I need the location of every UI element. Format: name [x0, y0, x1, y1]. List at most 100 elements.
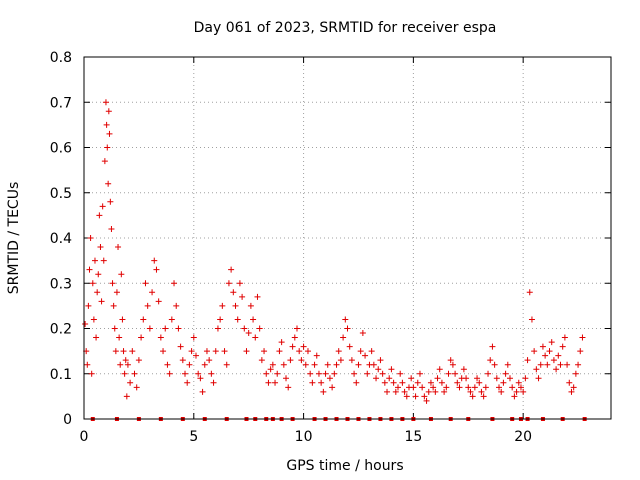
y-tick-label: 0.1: [50, 367, 72, 383]
data-point: [441, 388, 448, 395]
data-point: [129, 348, 136, 355]
data-point: [153, 266, 160, 273]
data-point: [108, 225, 115, 232]
data-point: [280, 361, 287, 368]
data-point: [346, 343, 353, 350]
data-point: [561, 334, 568, 341]
data-point: [535, 375, 542, 382]
data-point: [304, 348, 311, 355]
data-point: [502, 370, 509, 377]
data-point: [364, 370, 371, 377]
data-point: [116, 334, 123, 341]
data-point: [285, 384, 292, 391]
data-point: [577, 348, 584, 355]
data-point: [335, 348, 342, 355]
data-point: [87, 235, 94, 241]
data-point: [166, 370, 173, 377]
data-point: [384, 388, 391, 395]
data-point: [421, 393, 428, 400]
x-tick-labels: 0 5 10 15 20: [80, 429, 533, 445]
data-point: [436, 366, 443, 373]
data-point: [506, 375, 513, 382]
data-point: [223, 361, 230, 368]
data-point: [247, 302, 254, 309]
plot-frame: [83, 56, 612, 420]
data-point: [228, 266, 235, 273]
data-point: [355, 361, 362, 368]
data-point: [111, 325, 118, 332]
data-point: [95, 271, 102, 278]
data-point: [579, 334, 586, 341]
y-tick-label: 0.6: [50, 141, 72, 157]
data-point: [326, 375, 333, 382]
data-point: [491, 361, 498, 368]
data-point: [157, 334, 164, 341]
data-point: [140, 316, 147, 323]
data-point: [300, 343, 307, 350]
data-point: [85, 302, 92, 309]
chart-title: Day 061 of 2023, SRMTID for receiver esp…: [194, 20, 497, 36]
data-point: [113, 289, 120, 296]
data-point: [252, 334, 259, 341]
data-point: [88, 370, 95, 377]
data-point: [511, 393, 518, 400]
data-point: [195, 370, 202, 377]
data-point: [445, 370, 452, 377]
data-point: [97, 244, 104, 251]
data-point: [99, 203, 106, 210]
y-tick-label: 0.8: [50, 50, 72, 66]
data-point: [101, 158, 108, 165]
data-point: [412, 393, 419, 400]
data-point: [575, 361, 582, 368]
x-axis-label: GPS time / hours: [286, 458, 403, 474]
data-point: [388, 366, 395, 373]
data-point: [173, 302, 180, 309]
axis-ticks: [83, 56, 611, 420]
data-point: [533, 366, 540, 373]
data-point: [351, 370, 358, 377]
data-point: [214, 325, 221, 332]
data-point: [192, 352, 199, 359]
data-point: [432, 388, 439, 395]
data-point: [112, 348, 119, 355]
data-point: [463, 375, 470, 382]
data-point: [397, 370, 404, 377]
data-point: [245, 330, 252, 337]
data-point: [269, 361, 276, 368]
data-point: [254, 293, 261, 300]
data-point: [179, 357, 186, 364]
data-point: [206, 357, 213, 364]
data-point: [331, 370, 338, 377]
y-axis-label: SRMTID / TECUs: [6, 182, 22, 295]
data-point: [142, 280, 149, 287]
data-point: [408, 375, 415, 382]
data-point: [151, 257, 158, 264]
data-point: [410, 384, 417, 391]
data-point: [357, 348, 364, 355]
data-point: [221, 348, 228, 355]
data-point: [434, 375, 441, 382]
data-point: [493, 375, 500, 382]
data-point: [557, 361, 564, 368]
data-point: [498, 388, 505, 395]
data-point: [115, 244, 122, 251]
data-point: [302, 361, 309, 368]
data-point: [219, 302, 226, 309]
data-point: [133, 384, 140, 391]
data-point: [182, 370, 189, 377]
data-point: [522, 375, 529, 382]
data-point: [359, 330, 366, 337]
data-point: [487, 357, 494, 364]
y-tick-label: 0.4: [50, 231, 72, 247]
data-point: [474, 375, 481, 382]
data-point: [276, 348, 283, 355]
data-point: [190, 334, 197, 341]
data-point: [118, 271, 125, 278]
data-point: [149, 289, 156, 296]
data-point: [243, 348, 250, 355]
data-point: [414, 379, 421, 386]
data-point: [124, 361, 131, 368]
data-point: [164, 361, 171, 368]
data-point: [513, 388, 520, 395]
